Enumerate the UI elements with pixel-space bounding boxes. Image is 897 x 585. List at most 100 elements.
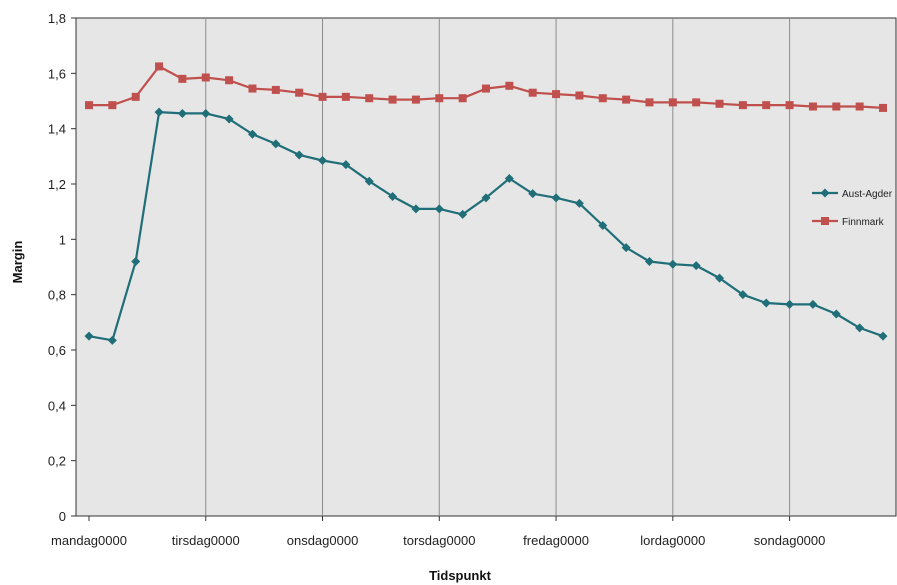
x-tick-label: torsdag0000 xyxy=(403,533,475,548)
data-point xyxy=(715,273,725,283)
data-point xyxy=(621,243,631,253)
series-layer xyxy=(84,62,888,345)
legend-item: Finnmark xyxy=(812,217,885,228)
data-point xyxy=(878,331,888,341)
data-point xyxy=(528,88,537,97)
legend: Aust-Agder Finnmark xyxy=(812,188,893,228)
data-point xyxy=(762,101,771,110)
data-point xyxy=(761,298,771,308)
series-finnmark xyxy=(85,62,887,112)
data-point xyxy=(482,84,490,93)
data-point xyxy=(271,85,280,94)
y-tick-label: 0 xyxy=(59,509,66,524)
data-point xyxy=(574,198,584,208)
data-point xyxy=(225,76,234,85)
data-point xyxy=(598,94,607,103)
data-point xyxy=(785,299,795,309)
data-point xyxy=(364,176,374,186)
data-point xyxy=(201,73,210,82)
data-point xyxy=(271,139,281,149)
data-point xyxy=(831,309,841,319)
y-tick-label: 0,4 xyxy=(48,398,66,413)
data-point xyxy=(598,221,608,230)
data-point xyxy=(177,108,187,118)
x-tick-label: sondag0000 xyxy=(754,533,826,548)
data-point xyxy=(155,62,164,71)
data-point xyxy=(107,335,117,345)
data-point xyxy=(645,98,654,107)
y-tick-label: 1,4 xyxy=(48,122,66,137)
data-point xyxy=(458,209,468,219)
data-point xyxy=(341,92,350,101)
data-point xyxy=(622,95,631,104)
x-tick-label: fredag0000 xyxy=(523,533,589,548)
legend-label: Aust-Agder xyxy=(842,189,893,200)
legend-marker xyxy=(820,188,830,198)
data-point xyxy=(131,92,140,101)
data-point xyxy=(201,108,211,118)
x-tick-label: mandag0000 xyxy=(51,533,127,548)
data-point xyxy=(668,259,678,269)
legend-item: Aust-Agder xyxy=(812,188,893,200)
y-tick-label: 1,6 xyxy=(48,66,66,81)
data-point xyxy=(84,331,94,341)
data-point xyxy=(715,99,724,108)
x-tick-label: onsdag0000 xyxy=(287,533,359,548)
data-point xyxy=(154,107,164,117)
data-point xyxy=(411,204,421,214)
y-tick-label: 0,6 xyxy=(48,343,66,358)
data-point xyxy=(832,102,841,111)
data-point xyxy=(785,101,794,110)
data-point xyxy=(388,191,398,201)
x-axis-title: Tidspunkt xyxy=(429,568,492,583)
data-point xyxy=(879,103,887,112)
data-point xyxy=(481,193,491,203)
data-point xyxy=(178,74,187,83)
data-point xyxy=(411,95,420,104)
data-point xyxy=(294,150,304,160)
data-point xyxy=(855,102,864,111)
data-point xyxy=(691,261,701,271)
data-point xyxy=(855,323,865,333)
data-point xyxy=(341,160,351,170)
data-point xyxy=(318,155,328,165)
data-point xyxy=(131,256,141,266)
data-point xyxy=(668,98,677,107)
data-point xyxy=(575,91,584,100)
data-point xyxy=(644,256,654,266)
data-point xyxy=(808,102,817,111)
data-point xyxy=(108,101,117,110)
series-aust-agder xyxy=(84,107,888,345)
data-point xyxy=(365,94,374,103)
data-point xyxy=(224,114,234,124)
data-point xyxy=(738,101,747,110)
data-point xyxy=(552,90,561,99)
data-point xyxy=(505,81,514,90)
data-point xyxy=(434,204,444,214)
x-tick-label: tirsdag0000 xyxy=(172,533,240,548)
data-point xyxy=(738,290,748,300)
data-point xyxy=(318,92,327,101)
data-point xyxy=(692,98,701,107)
data-point xyxy=(528,189,538,199)
x-axis-ticks: mandag0000 tirsdag0000 onsdag0000 torsdag00… xyxy=(51,516,825,548)
y-axis-ticks: 0 0,2 0,4 0,6 0,8 1 1,2 1,4 1,6 1,8 xyxy=(48,11,76,524)
y-tick-label: 1 xyxy=(59,232,66,247)
data-point xyxy=(504,173,514,183)
data-point xyxy=(435,94,444,103)
data-point xyxy=(248,84,257,93)
y-tick-label: 0,2 xyxy=(48,454,66,469)
data-point xyxy=(85,101,93,110)
data-point xyxy=(551,193,561,203)
y-tick-label: 0,8 xyxy=(48,288,66,303)
plot-area xyxy=(75,17,897,517)
legend-marker xyxy=(821,217,829,225)
data-point xyxy=(388,95,397,104)
data-point xyxy=(458,94,467,103)
y-tick-label: 1,2 xyxy=(48,177,66,192)
data-point xyxy=(808,299,818,309)
y-axis-title: Margin xyxy=(10,241,25,284)
legend-label: Finnmark xyxy=(842,217,885,228)
x-tick-label: lordag0000 xyxy=(640,533,705,548)
